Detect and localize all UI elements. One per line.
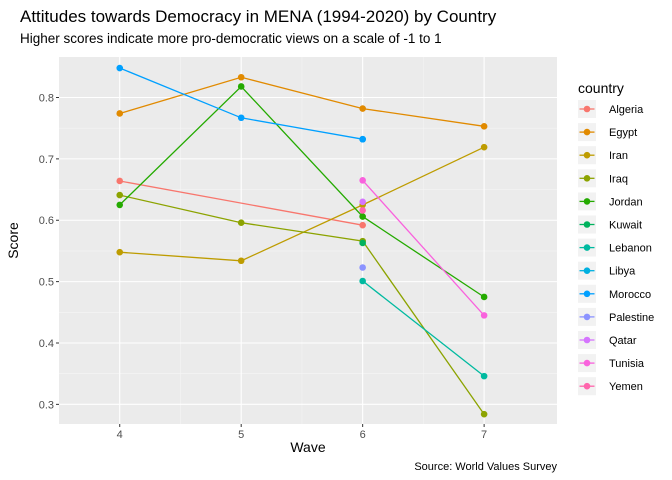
data-point-iran (237, 257, 245, 265)
data-point-yemen (359, 207, 366, 214)
grid-minor (59, 57, 557, 424)
y-tick-label: 0.8 (39, 93, 54, 105)
legend-key-point (583, 359, 591, 367)
legend-item-egypt: Egypt (578, 123, 637, 142)
data-point-iran (480, 143, 488, 151)
legend-label-morocco: Morocco (609, 289, 651, 301)
y-tick-label: 0.4 (39, 338, 54, 350)
legend-label-tunisia: Tunisia (609, 358, 645, 370)
legend-key-point (583, 290, 591, 298)
data-point-lebanon (359, 277, 366, 285)
data-point-qatar (359, 198, 366, 206)
legend-item-algeria: Algeria (578, 100, 644, 118)
legend-label-libya: Libya (609, 266, 636, 278)
y-tick-label: 0.3 (39, 399, 54, 411)
chart-caption: Source: World Values Survey (414, 461, 557, 473)
legend-item-iran: Iran (578, 146, 628, 165)
legend-key-point (583, 105, 591, 113)
data-point-morocco (116, 64, 124, 72)
y-tick-label: 0.5 (39, 277, 54, 289)
legend-item-jordan: Jordan (578, 192, 643, 211)
series-line-egypt (119, 76, 485, 127)
legend-title: country (578, 80, 624, 96)
legend-item-tunisia: Tunisia (578, 354, 645, 373)
data-point-morocco (359, 135, 366, 143)
data-point-morocco (237, 114, 245, 122)
legend-item-yemen: Yemen (578, 377, 643, 396)
x-tick-label: 4 (117, 429, 123, 441)
x-axis-ticks: 4 5 6 7 (117, 424, 487, 441)
legend: country Algeria Egypt Iran Iraq Jordan Kuwait… (577, 80, 659, 396)
series-points (116, 64, 488, 418)
legend-key-point (583, 313, 591, 321)
legend-item-lebanon: Lebanon (578, 238, 652, 257)
data-point-tunisia (359, 177, 366, 184)
x-tick-label: 7 (481, 429, 487, 441)
legend-key-point (583, 175, 591, 182)
legend-key-point (583, 128, 591, 136)
legend-key-point (583, 336, 591, 344)
legend-label-palestine: Palestine (609, 312, 654, 324)
data-point-iran (116, 248, 124, 256)
data-point-kuwait (359, 239, 366, 247)
legend-label-iraq: Iraq (609, 173, 628, 185)
series-line-lebanon (362, 280, 485, 377)
y-tick-label: 0.6 (39, 215, 54, 227)
data-point-algeria (359, 221, 366, 229)
data-point-jordan (359, 213, 366, 220)
y-axis-ticks: 0.3 0.4 0.5 0.6 0.7 0.8 (39, 93, 59, 411)
plot-panel (59, 57, 557, 424)
data-point-jordan (237, 83, 245, 90)
y-tick-label: 0.7 (39, 154, 54, 166)
data-point-lebanon (480, 372, 488, 380)
legend-item-iraq: Iraq (578, 169, 628, 188)
data-point-jordan (116, 201, 124, 209)
legend-label-kuwait: Kuwait (609, 220, 642, 232)
data-point-iraq (480, 410, 488, 418)
series-line-iraq (119, 194, 485, 415)
x-axis-title: Wave (290, 439, 325, 455)
legend-item-qatar: Qatar (578, 331, 637, 349)
data-point-iraq (116, 191, 124, 199)
y-axis-title: Score (5, 222, 21, 259)
legend-item-libya: Libya (578, 261, 636, 280)
legend-label-iran: Iran (609, 150, 628, 162)
series-line-algeria (119, 180, 363, 226)
legend-key-point (583, 244, 591, 251)
x-tick-label: 5 (238, 429, 244, 441)
chart-title: Attitudes towards Democracy in MENA (199… (20, 7, 497, 26)
chart-subtitle: Higher scores indicate more pro-democrat… (20, 31, 442, 46)
data-point-tunisia (480, 312, 488, 319)
legend-label-algeria: Algeria (609, 104, 644, 116)
series-line-tunisia (362, 179, 485, 316)
legend-item-morocco: Morocco (578, 284, 651, 303)
legend-item-palestine: Palestine (578, 307, 654, 326)
data-point-algeria (116, 177, 124, 185)
series-line-jordan (119, 85, 485, 298)
legend-key-point (583, 221, 591, 228)
data-point-egypt (359, 105, 366, 112)
legend-label-qatar: Qatar (609, 335, 637, 347)
x-tick-label: 6 (360, 429, 366, 441)
data-point-jordan (480, 293, 488, 301)
legend-key-point (583, 198, 591, 205)
legend-label-yemen: Yemen (609, 381, 643, 393)
legend-key-point (583, 267, 591, 275)
legend-items: Algeria Egypt Iran Iraq Jordan Kuwait Lebanon L… (577, 98, 659, 396)
data-point-egypt (480, 123, 488, 130)
legend-label-lebanon: Lebanon (609, 243, 652, 255)
legend-key-point (583, 151, 591, 159)
data-point-egypt (237, 73, 245, 81)
data-point-palestine (359, 264, 366, 271)
series-line-iran (119, 146, 485, 262)
data-point-iraq (237, 219, 245, 227)
data-point-egypt (116, 110, 124, 117)
legend-item-kuwait: Kuwait (578, 215, 642, 234)
legend-label-jordan: Jordan (609, 196, 643, 208)
legend-label-egypt: Egypt (609, 127, 637, 139)
legend-key-point (583, 382, 591, 390)
